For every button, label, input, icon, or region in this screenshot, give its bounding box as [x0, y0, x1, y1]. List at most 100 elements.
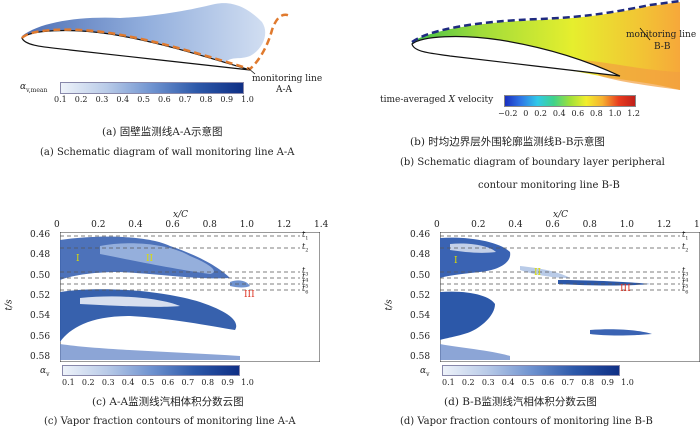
colorbar-tick: 0.3: [101, 378, 115, 387]
cloud-c-2: [100, 243, 214, 274]
monitoring-line-a: [21, 13, 291, 71]
colorbar-tick: 0.2: [461, 378, 475, 387]
x-tick-label: 1.0: [239, 220, 255, 230]
colorbar-tick: 0.2: [74, 95, 88, 104]
colorbar-tick: 0.4: [552, 109, 566, 118]
panel-c: x/C t/s I II III αv 0.1 0.2 0.3 0.4 0.5 0.6 0.…: [0, 210, 350, 432]
x-tick-label: 0.8: [202, 220, 217, 230]
mon-label-b2: B-B: [654, 42, 671, 52]
y-tick-label: 0.58: [30, 352, 51, 362]
cloud-d-2: [450, 243, 496, 253]
time-line-label: t1: [302, 230, 309, 242]
colorbar-d: [442, 365, 620, 376]
y-tick-label: 0.56: [410, 331, 431, 342]
caption-a-cn: (a) 固壁监测线A-A示意图: [102, 126, 223, 138]
time-line-label: t5: [302, 278, 309, 290]
caption-d-cn: (d) B-B监测线汽相体积分数云图: [444, 396, 597, 408]
yaxis-label-c: t/s: [4, 299, 15, 311]
y-tick-label: 0.50: [410, 270, 431, 281]
y-tick-label: 0.48: [30, 250, 51, 261]
monitoring-line-b: [411, 0, 681, 44]
region-d-1: I: [454, 256, 458, 266]
colorbar-tick: 0.7: [561, 378, 575, 387]
colorbar-tick: 0.9: [221, 378, 234, 387]
colorbar-tick: 1.0: [608, 109, 622, 118]
mon-label-a2: A-A: [276, 85, 293, 95]
cbar-label-c: αv: [40, 366, 50, 378]
x-tick-label: 0.6: [165, 220, 180, 230]
colorbar-tick: 0.1: [442, 378, 455, 387]
mon-label-b1: monitoring line: [626, 30, 697, 40]
cloud-c-3: [230, 280, 250, 288]
x-tick-label: 1.4: [694, 220, 700, 230]
colorbar-tick: 0.6: [541, 378, 555, 387]
colorbar-tick: 0.8: [581, 378, 595, 387]
time-line-label: t2: [682, 242, 689, 254]
time-line-label: t1: [682, 230, 689, 242]
colorbar-tick: 0.4: [501, 378, 515, 387]
region-c-3: III: [244, 290, 255, 300]
colorbar-tick: 0.3: [481, 378, 495, 387]
cbar-label-d: αv: [420, 366, 430, 378]
x-tick-label: 0.4: [508, 220, 523, 230]
colorbar-tick: 0.5: [521, 378, 535, 387]
panel-a: monitoring line A-A αv,mean 0.1 0.2 0.3 0.4…: [0, 0, 350, 210]
y-tick-label: 0.46: [410, 230, 431, 240]
time-line-label: t6: [302, 284, 309, 296]
colorbar-c-ticks: 0.1 0.2 0.3 0.4 0.5 0.6 0.7 0.8 0.9 1.0: [62, 378, 254, 387]
x-tick-label: 0.6: [545, 220, 560, 230]
colorbar-tick: −0.2: [498, 109, 518, 118]
time-line-label: t4: [682, 272, 689, 284]
time-line-label: t4: [302, 272, 309, 284]
cloud-d-5: [440, 291, 495, 340]
region-d-2: II: [534, 268, 542, 278]
cloud-d-6: [590, 329, 652, 336]
y-tick-label: 0.56: [30, 331, 51, 342]
panel-b: monitoring line B-B time-averaged X velo…: [350, 0, 700, 210]
colorbar-tick: 0.6: [161, 378, 175, 387]
mon-label-a1: monitoring line: [252, 74, 323, 84]
cbar-label-a: αv,mean: [20, 82, 48, 94]
colorbar-c: [62, 365, 240, 376]
cloud-c-6: [60, 344, 240, 360]
panel-b-figure: [411, 0, 681, 90]
time-line-label: t3: [302, 266, 309, 278]
colorbar-tick: 1.0: [621, 378, 634, 387]
colorbar-tick: 0.5: [137, 95, 150, 104]
time-lines-d: [440, 235, 680, 291]
caption-c-en: (c) Vapor fraction contours of monitorin…: [44, 416, 296, 427]
region-c-2: II: [146, 254, 154, 264]
time-line-label: t2: [302, 242, 309, 254]
time-line-label: t6: [682, 284, 689, 296]
caption-a-en: (a) Schematic diagram of wall monitoring…: [40, 147, 295, 158]
colorbar-b: [504, 95, 636, 107]
cbar-label-b: time-averaged X velocity: [380, 95, 494, 105]
label-leader-a: [247, 67, 256, 75]
colorbar-tick: 0.9: [601, 378, 614, 387]
colorbar-tick: 0: [523, 109, 529, 118]
yaxis-label-d: t/s: [384, 299, 395, 311]
colorbar-tick: 0.6: [571, 109, 585, 118]
x-tick-label: 0.2: [91, 220, 106, 230]
colorbar-b-ticks: −0.2 0 0.2 0.4 0.6 0.8 1.0 1.2: [498, 109, 640, 118]
colorbar-tick: 0.8: [201, 378, 215, 387]
caption-b-en2: contour monitoring line B-B: [478, 180, 620, 191]
xaxis-label-c: x/C: [173, 210, 188, 220]
x-tick-label: 0.4: [128, 220, 143, 230]
colorbar-d-ticks: 0.1 0.2 0.3 0.4 0.5 0.6 0.7 0.8 0.9 1.0: [442, 378, 634, 387]
panel-a-figure: [21, 3, 291, 75]
panel-d: x/C t/s I II III αv 0.1 0.2 0.3 0.4 0.5 0.6 0.…: [350, 210, 700, 432]
colorbar-tick: 0.1: [62, 378, 75, 387]
x-tick-label: 1.2: [276, 220, 292, 230]
cavity-cloud: [22, 3, 266, 65]
x-tick-label: 1.0: [619, 220, 635, 230]
x-tick-label: 1.4: [314, 220, 329, 230]
colorbar-tick: 0.9: [220, 95, 234, 104]
time-line-label: t5: [682, 278, 689, 290]
caption-c-cn: (c) A-A监测线汽相体积分数云图: [92, 396, 244, 408]
y-tick-label: 0.54: [410, 311, 431, 322]
colorbar-tick: 0.8: [199, 95, 213, 104]
x-tick-label: 0.8: [582, 220, 597, 230]
time-lines-c: [60, 235, 300, 291]
colorbar-tick: 0.6: [157, 95, 171, 104]
